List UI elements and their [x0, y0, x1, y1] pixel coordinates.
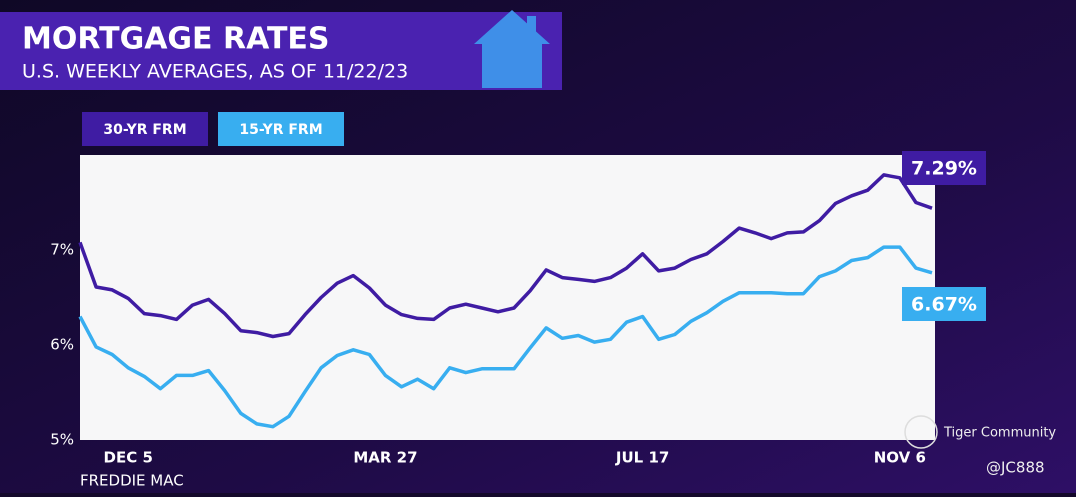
- callout-box: [902, 151, 986, 185]
- callout-label: 7.29%: [911, 158, 977, 180]
- watermark: Tiger Community: [943, 426, 1056, 441]
- handle: @JC888: [986, 459, 1045, 477]
- chart-title: MORTGAGE RATES: [22, 22, 330, 57]
- x-tick-label: MAR 27: [353, 449, 417, 467]
- source: FREDDIE MAC: [80, 472, 184, 490]
- callout-label: 6.67%: [911, 294, 977, 316]
- legend-label: 30-YR FRM: [103, 122, 186, 138]
- x-tick-label: JUL 17: [615, 449, 669, 467]
- callout-box: [902, 287, 986, 321]
- legend-label: 15-YR FRM: [239, 122, 322, 138]
- x-tick-label: DEC 5: [104, 449, 153, 467]
- y-tick-label: 7%: [50, 241, 74, 259]
- title-banner: [0, 12, 562, 90]
- house-icon: [474, 10, 550, 88]
- line: [78, 245, 933, 429]
- line: [78, 173, 933, 339]
- x-tick-label: NOV 6: [874, 449, 926, 467]
- legend-swatch: [218, 112, 344, 146]
- plot-area: [80, 155, 935, 440]
- y-tick-label: 6%: [50, 336, 74, 354]
- legend-swatch: [82, 112, 208, 146]
- chart-subtitle: U.S. WEEKLY AVERAGES, AS OF 11/22/23: [22, 61, 408, 83]
- y-tick-label: 5%: [50, 431, 74, 449]
- watermark-logo: [904, 415, 938, 449]
